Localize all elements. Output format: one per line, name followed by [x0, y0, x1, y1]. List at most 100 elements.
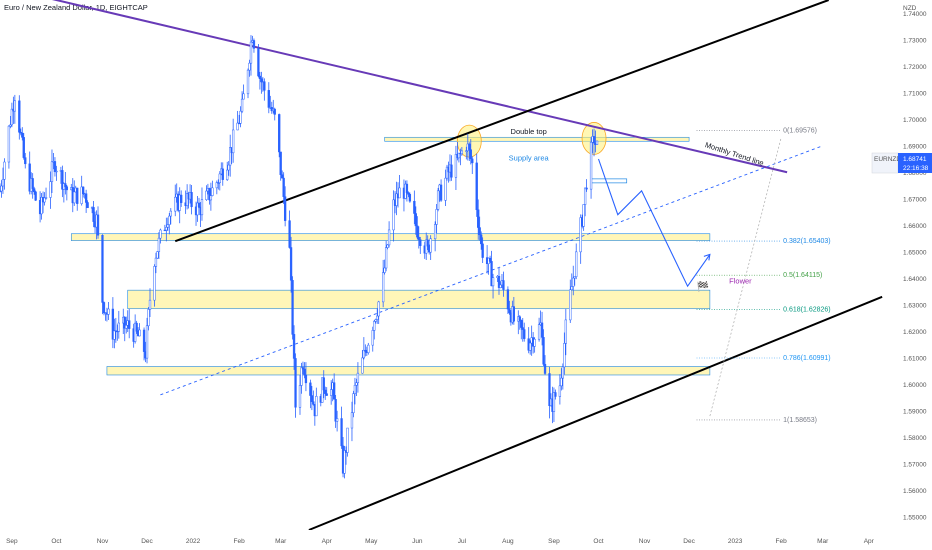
candle-body: [502, 280, 505, 290]
candle-body: [291, 280, 294, 335]
candle-body: [113, 330, 116, 340]
fib-level-label: 1(1.58653): [783, 417, 817, 424]
currency-label: NZD: [903, 5, 917, 12]
candle-body: [355, 382, 358, 386]
candle-body: [22, 137, 25, 158]
candle-body: [21, 132, 24, 138]
candle-body: [433, 224, 437, 240]
candle-body: [10, 108, 14, 126]
candle-body: [374, 319, 377, 322]
candle-body: [300, 367, 303, 386]
price-tick-label: 1.59000: [903, 408, 927, 415]
time-axis[interactable]: Sep Oct Nov Dec 2022 Feb Mar Apr May Jun Jul Aug Sep…: [0, 530, 932, 550]
fib-level-label: 0.618(1.62826): [783, 306, 830, 313]
candle-body: [382, 272, 385, 303]
flower-label: Flower: [729, 277, 752, 286]
candle-body: [343, 450, 346, 474]
candle-body: [147, 309, 150, 327]
price-tag: EURNZD 1.68741 22:16:38: [871, 152, 932, 174]
channel-line: [174, 0, 830, 243]
time-tick-label: Jul: [458, 538, 467, 545]
checkered-flag-icon: 🏁: [697, 280, 709, 293]
price-axis[interactable]: NZD 1.74000 1.73000 1.72000 1.71000 1.70000 1…: [871, 0, 932, 550]
annotation-layer: Double top Supply area Monthly Trend lin…: [509, 127, 765, 293]
candle-body: [324, 389, 327, 394]
candle-body: [364, 349, 367, 352]
candle-body: [196, 202, 199, 216]
candle-body: [163, 229, 166, 232]
candle-body: [215, 182, 218, 189]
fibonacci-layer: 0(1.69576) 0.382(1.65403) 0.5(1.64115) 0.61…: [696, 127, 831, 424]
candle-body: [96, 214, 100, 236]
candle-body: [335, 418, 339, 422]
candle-body: [0, 185, 3, 192]
candle-body: [168, 215, 171, 225]
candle-body: [425, 239, 428, 254]
candle-body: [481, 243, 484, 258]
candle-body: [169, 210, 172, 217]
candle-body: [128, 320, 131, 329]
chart-title: Euro / New Zealand Dollar, 1D, EIGHTCAP: [4, 3, 148, 12]
time-tick-label: Jun: [412, 538, 423, 545]
candle-body: [278, 114, 281, 153]
candle-body: [563, 343, 566, 368]
candle-body: [383, 267, 386, 273]
candle-body: [289, 247, 293, 281]
candle-body: [221, 168, 224, 180]
price-tick-label: 1.70000: [903, 117, 927, 124]
candle-body: [436, 190, 440, 210]
candle-body: [552, 392, 556, 412]
candle-body: [465, 150, 468, 152]
time-tick-label: Aug: [502, 538, 514, 545]
candle-body: [209, 195, 213, 201]
price-tick-label: 1.56000: [903, 488, 927, 495]
candle-body: [506, 289, 510, 310]
time-tick-label: Feb: [776, 538, 788, 545]
price-tick-label: 1.55000: [903, 514, 927, 521]
candle-body: [512, 306, 515, 322]
candle-body: [392, 199, 395, 231]
price-tick-label: 1.74000: [903, 11, 927, 18]
fib-level-label: 0.786(1.60991): [783, 355, 830, 362]
candle-body: [564, 319, 567, 344]
candle-body: [28, 163, 31, 192]
candle-body: [508, 308, 511, 314]
candle-body: [279, 151, 282, 175]
price-tick-label: 1.60000: [903, 382, 927, 389]
zone-rect: [127, 289, 711, 310]
candle-body: [208, 188, 211, 201]
candle-body: [575, 251, 578, 277]
candle-body: [529, 342, 532, 351]
time-tick-label: Apr: [864, 538, 875, 545]
candle-body: [537, 324, 541, 340]
time-tick-label: Mar: [817, 538, 829, 545]
candle-body: [135, 322, 138, 332]
price-tick-label: 1.71000: [903, 90, 927, 97]
candle-body: [439, 184, 443, 201]
fib-level-label: 0(1.69576): [783, 127, 817, 134]
candle-body: [371, 330, 374, 346]
candle-body: [471, 158, 474, 164]
candle-body: [353, 384, 357, 394]
candle-body: [240, 98, 244, 112]
candle-body: [315, 396, 318, 417]
price-tag-time: 22:16:38: [903, 165, 929, 172]
candle-body: [579, 217, 582, 253]
candle-body: [475, 162, 478, 211]
candle-body: [190, 192, 193, 208]
candle-body: [469, 149, 472, 160]
candle-body: [61, 170, 64, 190]
candle-body: [361, 357, 364, 374]
time-tick-label: Apr: [322, 538, 333, 545]
candle-body: [304, 374, 308, 384]
time-tick-label: 2023: [728, 538, 743, 545]
price-tick-label: 1.62000: [903, 329, 927, 336]
candle-body: [288, 220, 291, 248]
fib-level-label: 0.5(1.64115): [783, 272, 822, 279]
candle-body: [569, 289, 572, 321]
candle-body: [356, 372, 360, 383]
candle-body: [76, 187, 79, 204]
candle-body: [145, 325, 149, 359]
candle-body: [413, 200, 416, 214]
